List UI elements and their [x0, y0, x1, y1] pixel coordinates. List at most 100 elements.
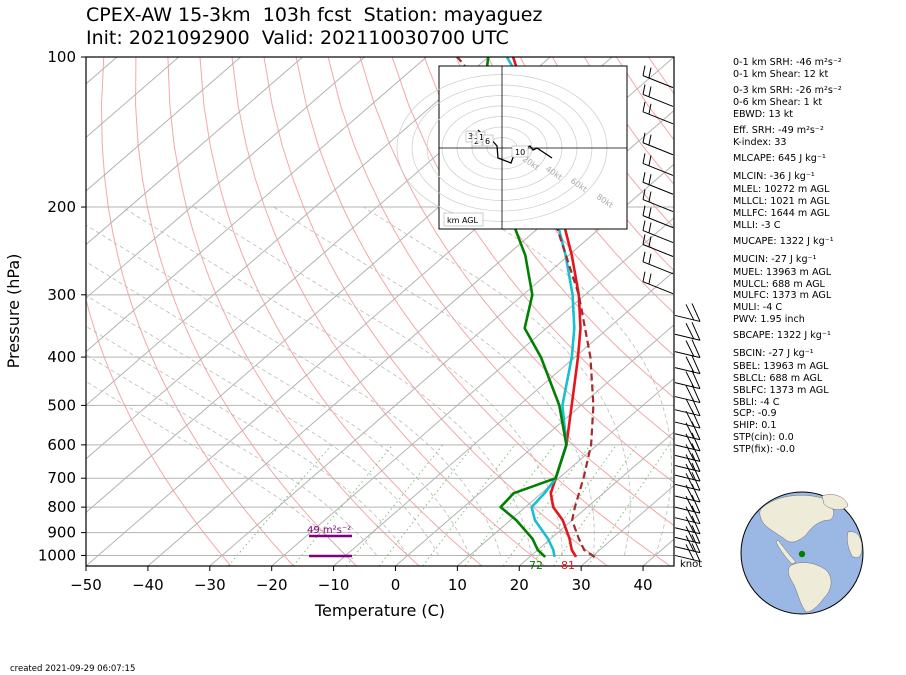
wind-barb: [674, 453, 701, 472]
x-tick-label: −10: [318, 576, 350, 594]
x-tick-label: −40: [132, 576, 164, 594]
x-axis-label: Temperature (C): [314, 601, 445, 620]
wind-barb: [642, 234, 674, 257]
dry-adiabat: [86, 297, 232, 566]
mixing-ratio-line: [502, 444, 591, 566]
y-tick-label: 300: [47, 286, 76, 304]
x-tick-label: −30: [194, 576, 226, 594]
plot-border: [85, 56, 675, 567]
dry-adiabat: [359, 57, 674, 484]
plot-frame: [85, 56, 675, 567]
index-line: EBWD: 13 kt: [733, 109, 794, 120]
dry-adiabat: [263, 57, 608, 566]
surface-temp-label: 81: [561, 559, 575, 572]
isotherm: [86, 57, 242, 192]
index-line: SBEL: 13963 m AGL: [733, 361, 829, 372]
index-line: SCP: -0.9: [733, 408, 777, 419]
isotherm: [271, 217, 674, 566]
index-line: STP(fix): -0.0: [733, 444, 795, 455]
dry-adiabat: [487, 57, 674, 314]
globe-south-america: [788, 562, 832, 613]
index-line: SBLI: -4 C: [733, 397, 780, 408]
wind-barb: [674, 355, 701, 375]
wind-barb: [642, 153, 674, 176]
mixing-ratio-line: [345, 444, 444, 566]
index-line: Eff. SRH: -49 m²s⁻²: [733, 125, 824, 136]
y-tick-label: 800: [47, 498, 76, 516]
y-tick-label: 900: [47, 524, 76, 542]
y-tick-label: 1000: [38, 546, 76, 564]
dry-adiabat: [423, 57, 674, 399]
wind-barb: [674, 303, 701, 322]
x-tick-label: 0: [391, 576, 401, 594]
moist-adiabat: [86, 354, 378, 556]
location-globe: [740, 491, 864, 615]
index-line: MULI: -4 C: [733, 302, 783, 313]
hodo-label-10: 10: [515, 148, 525, 157]
index-line: K-index: 33: [733, 137, 787, 148]
y-tick-label: 500: [47, 396, 76, 414]
moist-adiabat: [363, 206, 631, 556]
dry-adiabat: [231, 57, 546, 566]
wind-barb: [642, 65, 674, 89]
wind-barb: [642, 251, 674, 275]
dry-adiabat: [391, 57, 674, 441]
index-line: SBCAPE: 1322 J kg⁻¹: [733, 330, 831, 341]
y-tick-label: 600: [47, 436, 76, 454]
isotherm: [333, 270, 674, 566]
index-line: MUCIN: -27 J kg⁻¹: [733, 254, 817, 265]
mixing-ratio-line: [587, 444, 670, 566]
isotherm: [209, 163, 674, 566]
index-line: SBLFC: 1373 m AGL: [733, 385, 829, 396]
wind-unit-label: knot: [680, 559, 703, 570]
dry-adiabat: [199, 57, 483, 566]
x-tick-label: −20: [256, 576, 288, 594]
globe-africa: [847, 531, 863, 558]
isotherm: [518, 431, 674, 566]
isotherm: [86, 57, 303, 246]
wind-barb: [674, 525, 701, 544]
x-tick-label: 40: [634, 576, 653, 594]
wind-barb: [642, 172, 674, 195]
hodo-label-3: 3: [468, 132, 473, 141]
wind-barb: [642, 205, 674, 229]
wind-barb: [674, 534, 701, 554]
hodo-label-1: 1: [479, 133, 484, 142]
wind-barb: [642, 271, 674, 295]
dry-adiabat: [100, 57, 295, 566]
y-tick-label: 200: [47, 198, 76, 216]
temperature-profile: [511, 57, 582, 558]
mixing-ratio-line: [530, 444, 617, 566]
moist-adiabat: [122, 206, 532, 556]
y-tick-label: 400: [47, 348, 76, 366]
index-line: SBLCL: 688 m AGL: [733, 373, 823, 384]
moist-adiabat: [467, 206, 672, 556]
wind-barb: [642, 220, 674, 244]
wind-barb: [674, 515, 701, 535]
y-tick-label: 700: [47, 469, 76, 487]
index-line: MULCL: 688 m AGL: [733, 279, 825, 290]
hodograph-inset: 20kt 40kt 60kt 80kt 3 2 1 6 10 km AGL: [396, 65, 628, 230]
mixing-ratio-line: [228, 444, 332, 566]
globe-north-america: [759, 495, 834, 543]
index-line: SHIP: 0.1: [733, 420, 777, 431]
wind-barb: [674, 370, 701, 390]
isotherm: [86, 57, 365, 299]
hodo-corner-label: km AGL: [447, 216, 479, 225]
dry-adiabat: [455, 57, 674, 357]
moist-adiabat: [273, 206, 595, 556]
index-line: 0-1 km SRH: -46 m²s⁻²: [733, 57, 842, 68]
index-line: MUCAPE: 1322 J kg⁻¹: [733, 236, 834, 247]
y-axis-label: Pressure (hPa): [4, 254, 23, 369]
mixing-ratio-line: [378, 444, 475, 566]
mixing-ratio-line: [553, 444, 638, 566]
index-line: STP(cin): 0.0: [733, 432, 794, 443]
isotherm: [147, 109, 674, 566]
index-line: MLCAPE: 645 J kg⁻¹: [733, 153, 826, 164]
index-line: 0-6 km Shear: 1 kt: [733, 97, 823, 108]
index-line: 0-1 km Shear: 12 kt: [733, 69, 829, 80]
index-line: 0-3 km SRH: -26 m²s⁻²: [733, 85, 842, 96]
station-marker: [798, 550, 806, 558]
dry-adiabat: [519, 57, 674, 272]
